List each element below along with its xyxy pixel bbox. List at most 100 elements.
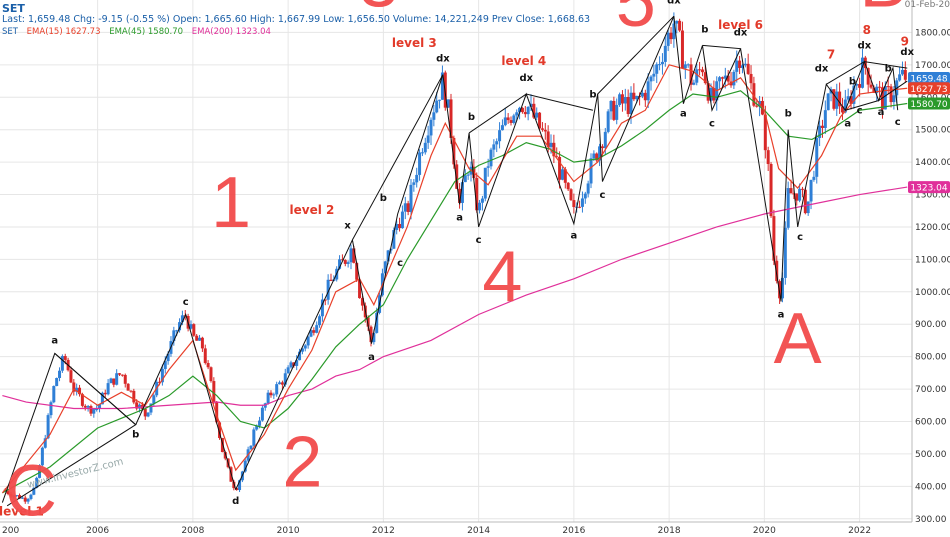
candle-body <box>640 92 644 97</box>
candle-body <box>738 60 742 68</box>
candle-body <box>752 83 756 106</box>
candle-body <box>592 153 596 159</box>
candle-body <box>755 105 759 107</box>
wave-label: b <box>468 112 475 123</box>
candle-body <box>158 381 162 383</box>
candle-body <box>98 404 102 409</box>
candle-body <box>620 94 624 104</box>
candle-body <box>215 401 219 423</box>
wave-label: b <box>589 89 596 100</box>
candle-body <box>820 125 824 129</box>
candle-body <box>835 91 839 109</box>
candle-body <box>32 487 36 495</box>
candle-body <box>718 77 722 82</box>
candle-body <box>106 383 110 395</box>
x-tick-label: 2006 <box>86 526 109 536</box>
candle-body <box>663 45 667 62</box>
level-label: level 1 <box>0 505 44 519</box>
candle-body <box>532 103 536 118</box>
wave-label: c <box>857 105 863 116</box>
candle-body <box>795 193 799 201</box>
candle-body <box>249 445 253 450</box>
candle-body <box>432 112 436 120</box>
candle-body <box>55 377 59 387</box>
candle-body <box>329 279 333 281</box>
candle-body <box>523 112 527 115</box>
candle-body <box>609 100 613 112</box>
candle-body <box>175 330 179 332</box>
candle-body <box>426 135 430 143</box>
candle-body <box>449 99 453 138</box>
candle-body <box>126 383 130 391</box>
wave-line <box>740 48 899 302</box>
candle-body <box>763 114 767 151</box>
candle-body <box>698 69 702 71</box>
price-tag-label: 1580.70 <box>910 100 947 110</box>
candle-body <box>538 112 542 129</box>
wave-label: dx <box>519 73 533 84</box>
wave-line <box>442 15 675 228</box>
y-tick-label: 1400.00 <box>915 158 950 168</box>
candle-body <box>492 144 496 150</box>
candle-body <box>212 381 216 402</box>
candle-body <box>672 23 676 40</box>
wave-line <box>597 16 675 182</box>
candle-body <box>78 387 82 395</box>
price-tag-label: 1323.04 <box>910 184 947 194</box>
candle-body <box>260 407 264 421</box>
wave-line <box>54 353 137 426</box>
candle-body <box>372 332 376 343</box>
candle-body <box>152 395 156 404</box>
candle-body <box>806 201 810 214</box>
candle-body <box>26 498 30 502</box>
candle-body <box>86 406 90 408</box>
y-tick-label: 700.00 <box>915 385 947 395</box>
candle-body <box>789 188 793 194</box>
candle-body <box>309 330 313 337</box>
candle-body <box>786 188 790 228</box>
candle-body <box>355 262 359 280</box>
candle-body <box>289 362 293 368</box>
candle-body <box>889 86 893 103</box>
price-tag <box>908 181 950 194</box>
candle-body <box>463 175 467 183</box>
big-wave-label: 3 <box>359 0 399 22</box>
x-tick-label: 2016 <box>562 526 585 536</box>
candle-body <box>495 141 499 145</box>
candle-body <box>320 299 324 317</box>
candle-body <box>252 429 256 446</box>
candle-body <box>35 477 39 488</box>
candle-body <box>826 93 830 111</box>
candle-body <box>669 32 673 40</box>
wave-label: dx <box>858 41 872 52</box>
candle-body <box>452 137 456 165</box>
candle-body <box>346 262 350 264</box>
candle-body <box>120 374 124 376</box>
candle-body <box>280 382 284 385</box>
wave-label: b <box>849 76 856 87</box>
big-wave-label: 5 <box>616 0 656 42</box>
candle-body <box>680 30 684 69</box>
wave-label: b <box>132 430 139 441</box>
candle-body <box>498 130 502 142</box>
candle-body <box>360 298 364 306</box>
candle-body <box>478 202 482 211</box>
y-tick-label: 800.00 <box>915 353 947 363</box>
candle-body <box>60 356 64 371</box>
candle-body <box>46 415 50 439</box>
candle-body <box>766 150 770 164</box>
candle-body <box>555 156 559 158</box>
indicator-legend: SET EMA(15) 1627.73 EMA(45) 1580.70 EMA(… <box>2 27 277 37</box>
candle-body <box>675 20 679 24</box>
candle-body <box>798 188 802 201</box>
candle-body <box>369 326 373 343</box>
candle-body <box>272 394 276 396</box>
wave-label: a <box>456 212 463 223</box>
candle-body <box>475 178 479 211</box>
candle-body <box>872 87 876 93</box>
candle-body <box>746 63 750 74</box>
wave-line <box>845 80 908 111</box>
candle-body <box>658 64 662 66</box>
big-wave-label: B <box>859 0 907 22</box>
candle-body <box>400 211 404 229</box>
